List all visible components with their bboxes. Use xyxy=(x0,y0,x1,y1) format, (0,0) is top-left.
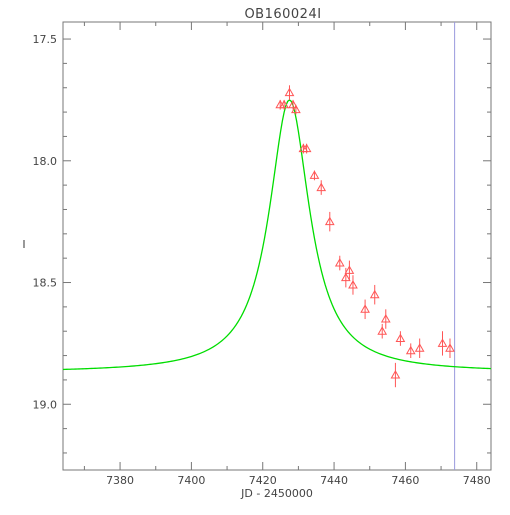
y-tick-label: 18.5 xyxy=(33,277,58,290)
x-tick-label: 7420 xyxy=(249,474,277,487)
data-point xyxy=(390,370,401,379)
x-tick-label: 7380 xyxy=(106,474,134,487)
data-point xyxy=(360,304,370,313)
plot-area: 7380 7400 7420 7440 7460 7480 17.5 18.0 18.5 19.0 xyxy=(33,21,492,487)
data-point xyxy=(380,314,391,323)
data-point xyxy=(405,345,416,355)
data-point xyxy=(309,170,320,179)
y-tick-label: 17.5 xyxy=(33,33,58,46)
data-point xyxy=(445,343,455,352)
y-tick-label: 19.0 xyxy=(33,398,58,411)
x-tick-label: 7400 xyxy=(177,474,205,487)
data-point xyxy=(377,326,388,335)
data-point xyxy=(291,104,301,114)
x-tick-label: 7440 xyxy=(320,474,348,487)
model-curve xyxy=(62,99,492,371)
x-tick-label: 7460 xyxy=(391,474,419,487)
data-point xyxy=(344,265,355,274)
data-point xyxy=(437,338,448,347)
chart-title: OB160024I xyxy=(244,7,321,22)
data-point xyxy=(348,279,358,289)
data-point xyxy=(369,289,380,299)
y-tick-label: 18.0 xyxy=(33,155,58,168)
data-point xyxy=(288,99,298,109)
data-point xyxy=(395,333,406,343)
y-axis-label: I xyxy=(22,238,25,251)
data-point xyxy=(284,87,295,97)
data-point xyxy=(324,216,335,226)
x-tick-label: 7480 xyxy=(463,474,491,487)
x-axis-label: JD - 2450000 xyxy=(240,487,313,500)
data-point xyxy=(301,143,312,153)
data-point xyxy=(316,182,327,192)
data-point xyxy=(340,272,351,282)
plot-frame xyxy=(62,21,492,471)
data-point xyxy=(414,343,425,352)
data-point xyxy=(279,99,289,109)
data-point xyxy=(334,258,345,267)
